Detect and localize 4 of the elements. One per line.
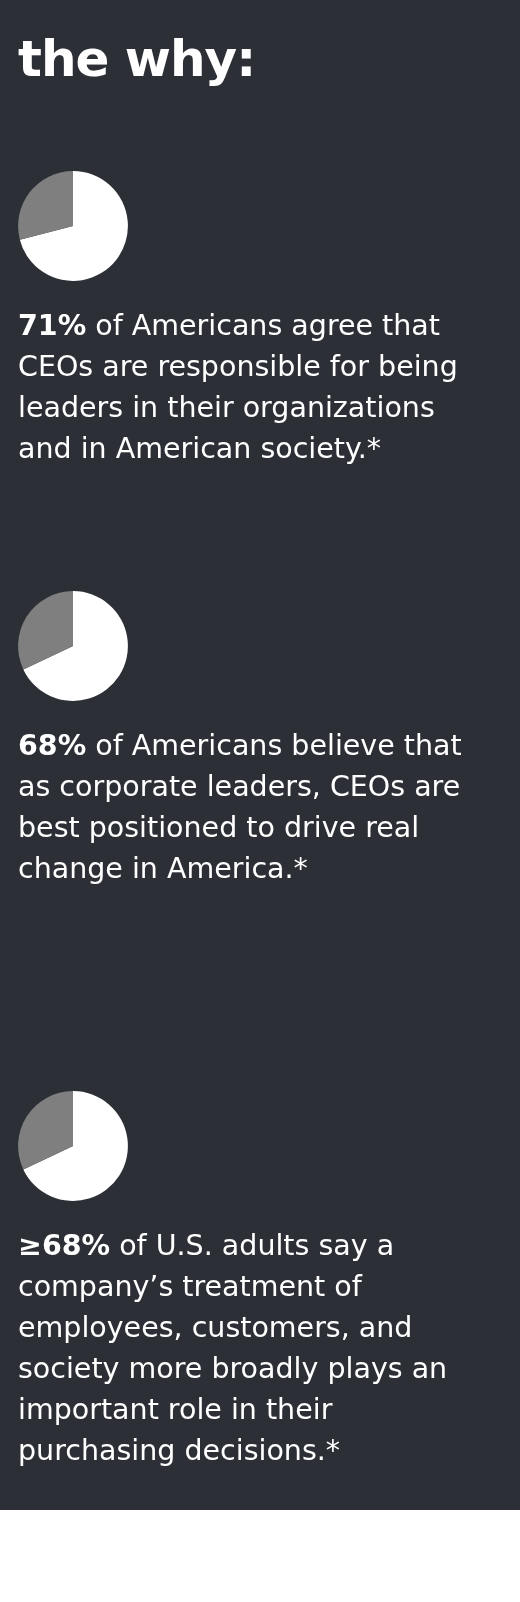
chart-title: the why:	[18, 30, 256, 88]
text: ≥68% of U.S. adults say a company’s treatment of employees, customers, and society more broadly plays an important role in their purchasing decisions.*	[18, 1228, 449, 1469]
text: 68% of Americans believe that as corporate leaders, CEOs are best positioned to drive real change in America.*	[18, 728, 463, 887]
text: 71% of Americans agree that CEOs are responsible for being leaders in their organizations and in American society.*	[18, 308, 459, 467]
